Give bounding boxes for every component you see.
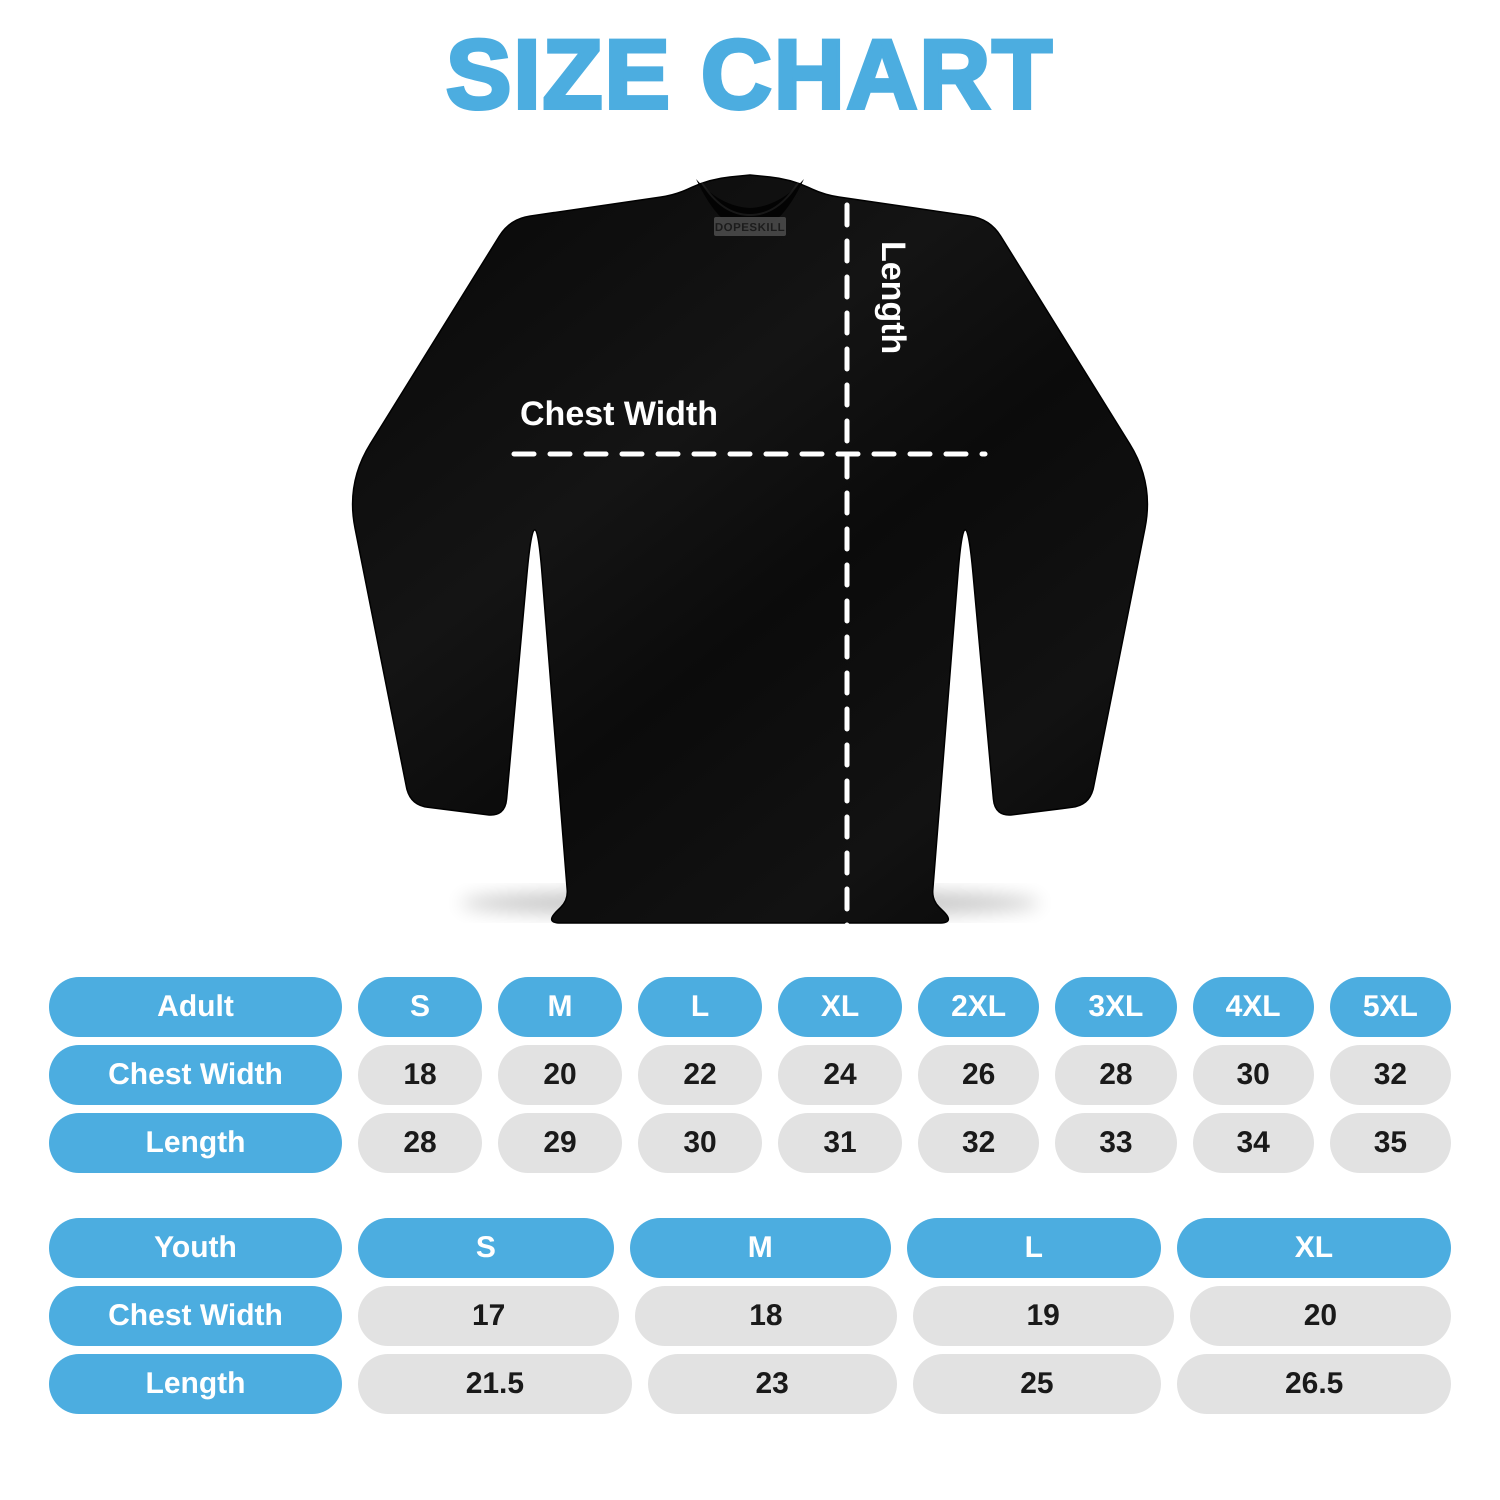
svg-text:Length: Length (874, 241, 912, 354)
svg-text:Chest Width: Chest Width (520, 395, 718, 433)
svg-text:DOPESKILL: DOPESKILL (715, 222, 785, 234)
